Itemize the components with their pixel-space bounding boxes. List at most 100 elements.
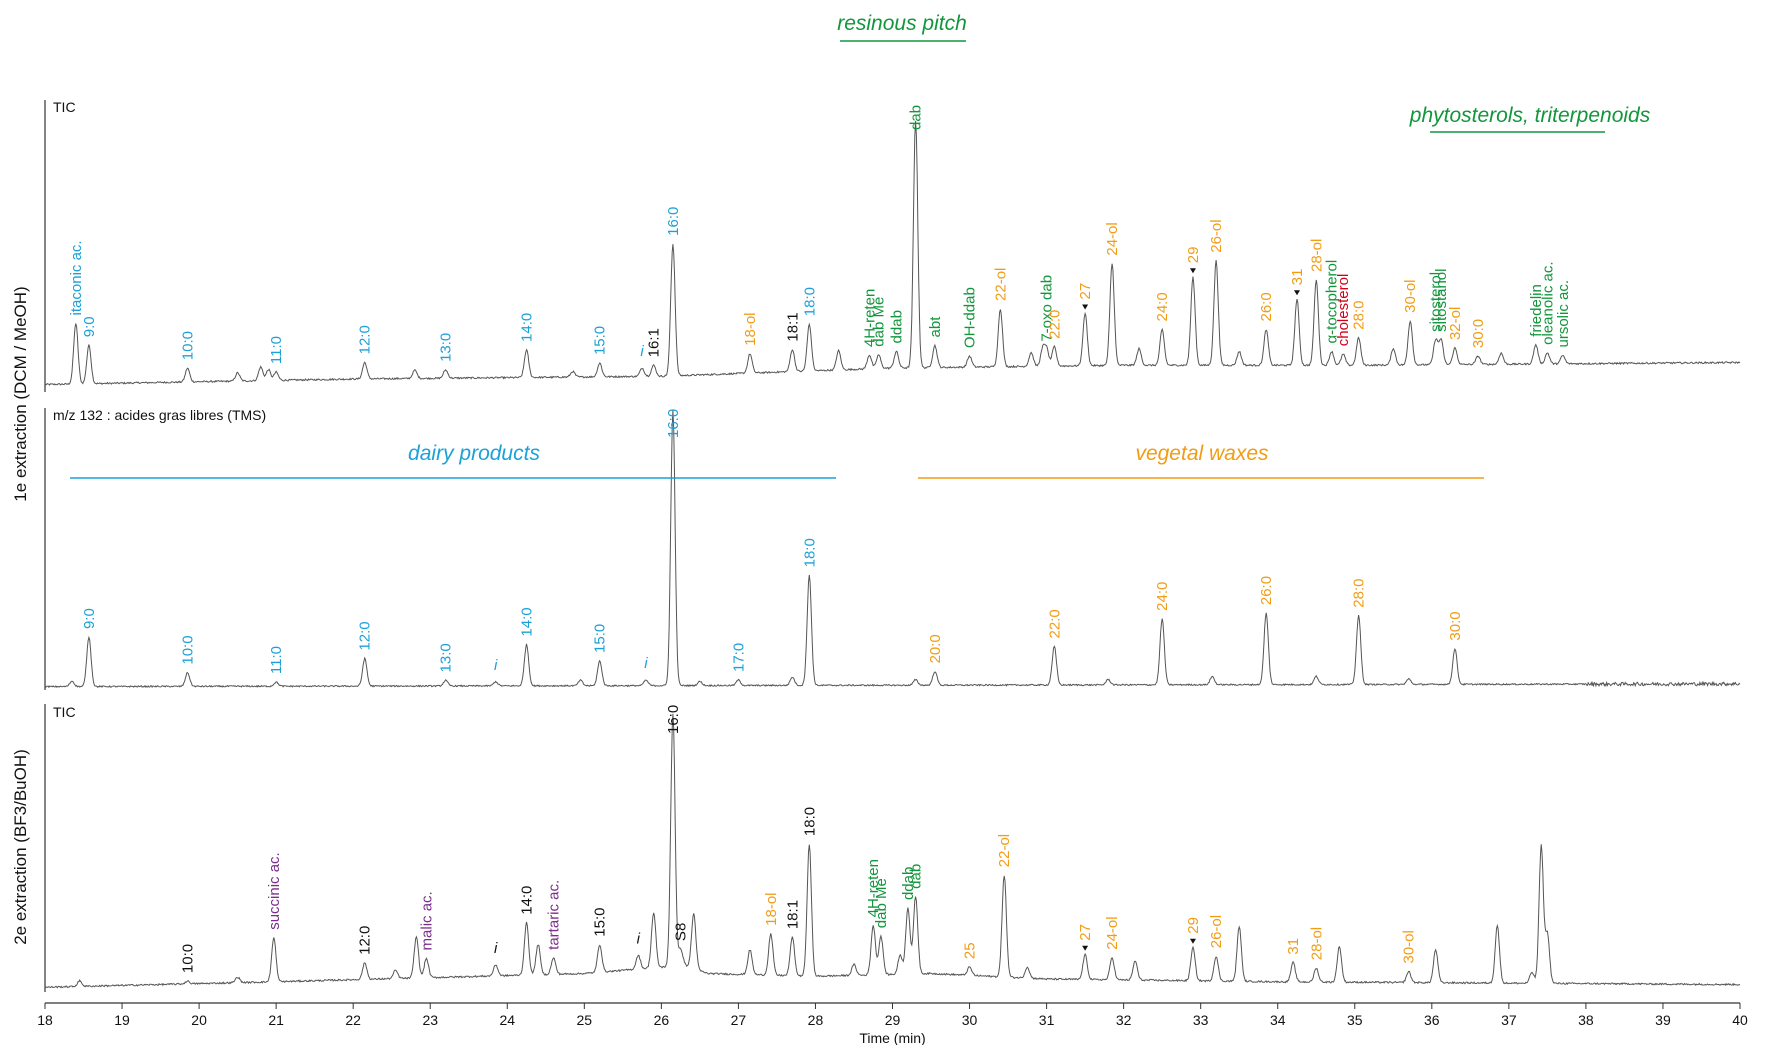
peak-label: ursolic ac. <box>1555 280 1572 348</box>
x-tick-label: 18 <box>37 1012 53 1028</box>
y-axis-label-first: 1e extraction (DCM / MeOH) <box>11 286 30 501</box>
peak-label: 28:0 <box>1351 301 1368 330</box>
peak-label: 18:1 <box>784 900 801 929</box>
chromatogram-trace <box>44 120 1741 386</box>
panel-title: m/z 132 : acides gras libres (TMS) <box>53 407 266 423</box>
peak-marker <box>1082 304 1089 310</box>
peak-label: 12:0 <box>357 621 374 650</box>
peak-label: 24-ol <box>1104 916 1121 949</box>
peak-label: 7-oxo dab <box>1039 275 1056 342</box>
peak-label: 22-ol <box>996 834 1013 867</box>
x-tick-label: 39 <box>1655 1012 1671 1028</box>
peak-marker <box>1189 938 1196 944</box>
peak-label: cholesterol <box>1335 274 1352 347</box>
peak-label: 30:0 <box>1470 319 1487 348</box>
peak-label: malic ac. <box>418 891 435 950</box>
x-tick-label: 33 <box>1193 1012 1209 1028</box>
panel-p2: m/z 132 : acides gras libres (TMS) 9:0 10:… <box>44 407 1741 690</box>
x-tick-label: 29 <box>885 1012 901 1028</box>
peak-label: 12:0 <box>357 325 374 354</box>
peak-label: 4H-reten <box>865 859 882 917</box>
x-tick-label: 22 <box>345 1012 361 1028</box>
peak-label: OH-ddab <box>962 287 979 348</box>
x-tick-label: 26 <box>654 1012 670 1028</box>
peak-label: 29 <box>1185 247 1202 264</box>
peak-label: 10:0 <box>180 331 197 360</box>
group-title-dairy: dairy products <box>408 442 540 465</box>
peak-label: oleanolic ac. <box>1539 261 1556 344</box>
x-tick-label: 20 <box>191 1012 207 1028</box>
peak-label: 10:0 <box>180 635 197 664</box>
peak-label: i <box>644 655 648 672</box>
peak-label: 15:0 <box>592 908 609 937</box>
peak-marker <box>1082 945 1089 951</box>
peak-label: 20:0 <box>927 634 944 663</box>
peak-label: 16:0 <box>665 207 682 236</box>
x-tick-label: 28 <box>808 1012 824 1028</box>
peak-label: 14:0 <box>519 607 536 636</box>
peak-label: 13:0 <box>438 643 455 672</box>
x-tick-label: 38 <box>1578 1012 1594 1028</box>
x-tick-label: 19 <box>114 1012 130 1028</box>
peak-label: 11:0 <box>268 646 285 674</box>
group-title-waxes: vegetal waxes <box>1135 442 1269 465</box>
peak-label: 25 <box>962 942 979 959</box>
peak-label: 16:0 <box>665 409 682 438</box>
peak-label: i <box>640 343 644 360</box>
peak-label: 30-ol <box>1402 279 1419 312</box>
peak-label: 10:0 <box>180 944 197 973</box>
peak-label: 26-ol <box>1208 915 1225 948</box>
peak-label: i <box>494 657 498 674</box>
peak-label: dab Me <box>873 878 890 928</box>
peak-label: 18:0 <box>801 287 818 316</box>
peak-label: i <box>637 930 641 947</box>
peak-label: 14:0 <box>519 313 536 342</box>
peak-label: 28-ol <box>1308 239 1325 272</box>
x-tick-label: 36 <box>1424 1012 1440 1028</box>
peak-label: 4H-reten <box>861 289 878 347</box>
peak-label: 31 <box>1285 938 1302 955</box>
peak-label: 18-ol <box>742 312 759 345</box>
x-tick-label: 32 <box>1116 1012 1132 1028</box>
peak-label: 26:0 <box>1258 576 1275 605</box>
peak-label: sitosterol <box>1428 272 1445 332</box>
group-title-phytosterols: phytosterols, triterpenoids <box>1409 104 1651 127</box>
peak-label: 11:0 <box>268 336 285 364</box>
peak-label: 15:0 <box>592 326 609 355</box>
peak-label: 24:0 <box>1154 292 1171 321</box>
peak-label: 28:0 <box>1351 579 1368 608</box>
peak-label: α-tocopherol <box>1324 260 1341 344</box>
peak-label: dab <box>908 105 925 130</box>
x-tick-label: 25 <box>577 1012 593 1028</box>
peak-label: 30:0 <box>1447 611 1464 640</box>
chromatogram-trace <box>44 713 1741 989</box>
peak-label: ddab <box>888 310 905 343</box>
x-tick-label: 35 <box>1347 1012 1363 1028</box>
peak-label: 15:0 <box>592 624 609 653</box>
peak-label: 9:0 <box>81 608 98 629</box>
peak-label: 27 <box>1077 283 1094 300</box>
peak-label: 18:1 <box>784 312 801 341</box>
peak-label: 26:0 <box>1258 292 1275 321</box>
peak-label: 12:0 <box>357 926 374 955</box>
panel-p1: TIC itaconic ac.9:0 10:0 11:0 12:0 13:0 14:0 15… <box>44 99 1741 392</box>
y-axis-label-second: 2e extraction (BF3/BuOH) <box>11 749 30 945</box>
peak-label: 24-ol <box>1104 222 1121 255</box>
x-tick-label: 34 <box>1270 1012 1286 1028</box>
peak-label: itaconic ac. <box>68 240 85 315</box>
peak-label: abt <box>927 316 944 338</box>
chromatogram-trace <box>44 410 1741 689</box>
peak-label: 30-ol <box>1401 930 1418 963</box>
peak-label: 29 <box>1185 917 1202 934</box>
peak-label: succinic ac. <box>266 852 283 930</box>
x-tick-label: 40 <box>1732 1012 1748 1028</box>
peak-marker <box>1293 290 1300 296</box>
x-axis-label: Time (min) <box>859 1030 925 1045</box>
peak-label: 32-ol <box>1447 307 1464 340</box>
peak-label: 22:0 <box>1046 609 1063 638</box>
x-axis: 18 19 20 21 22 23 24 25 26 27 28 29 30 31 32 33 34 35 36 37… <box>37 1002 1748 1046</box>
x-tick-label: 31 <box>1039 1012 1055 1028</box>
peak-label: i <box>494 940 498 957</box>
